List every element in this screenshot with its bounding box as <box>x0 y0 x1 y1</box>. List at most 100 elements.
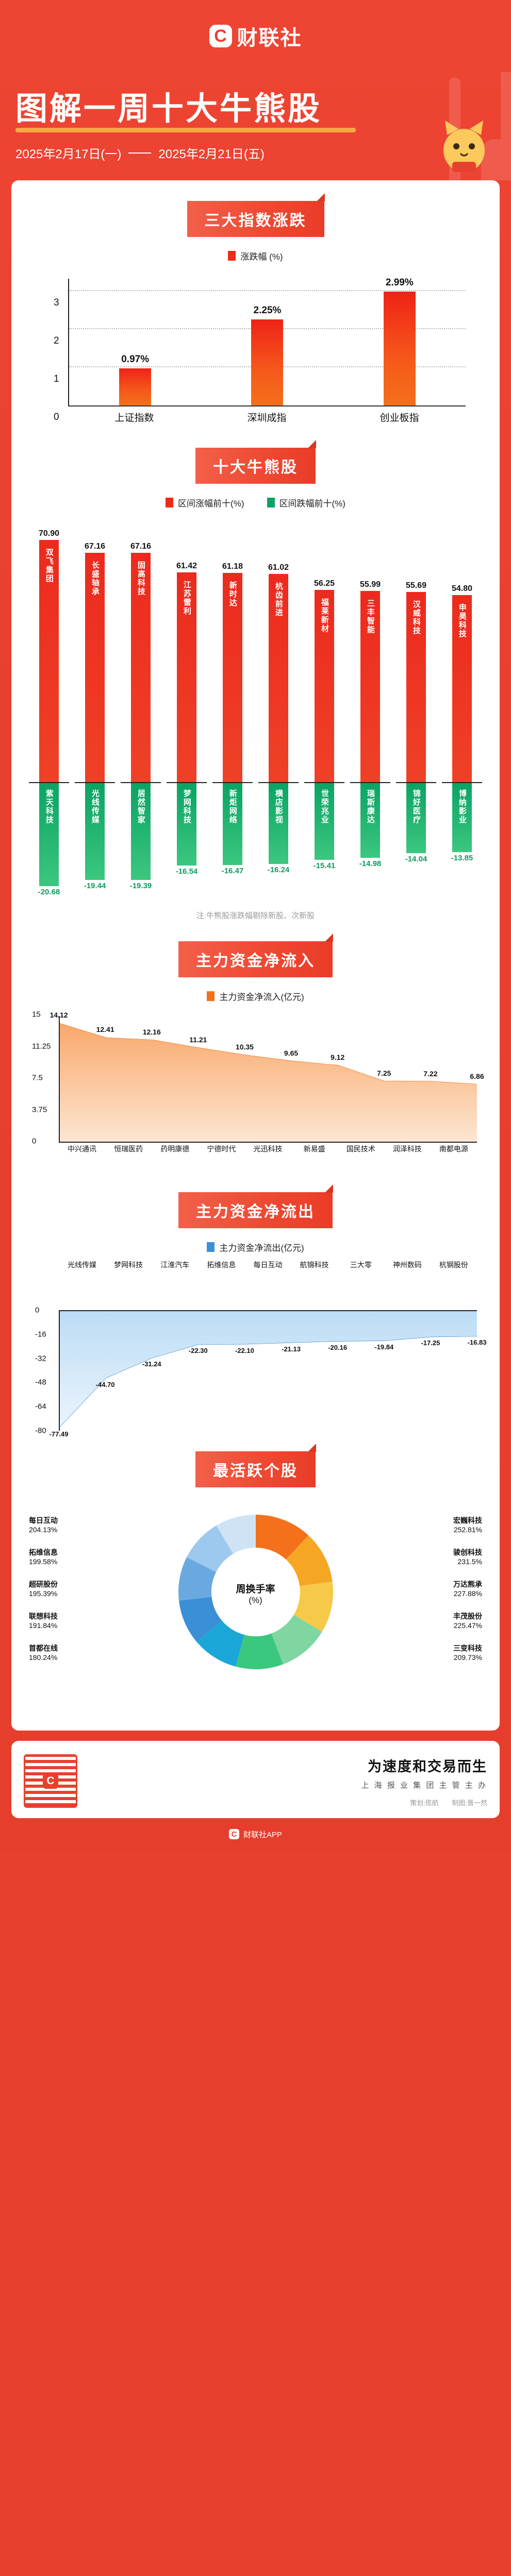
x-tick-label: 每日互动 <box>253 1261 283 1269</box>
data-point-label: 11.21 <box>189 1036 207 1044</box>
loser-bar: 博纳影业 <box>452 783 472 852</box>
zero-axis <box>304 782 344 783</box>
donut-label: 骏创科技 231.5% <box>453 1548 482 1566</box>
donut-slice[interactable] <box>255 1515 308 1560</box>
bottom-bar: C 财联社APP <box>0 1818 511 1850</box>
donut-slice[interactable] <box>286 1535 333 1586</box>
loser-zone: 居然智家 -19.39 <box>121 783 161 906</box>
qr-code-icon[interactable] <box>24 1754 77 1808</box>
donut-slice[interactable] <box>293 1581 333 1632</box>
gainer-stock-name: 汉威科技 <box>411 600 421 635</box>
area-fill <box>60 1311 477 1427</box>
donut-slice[interactable] <box>216 1515 256 1554</box>
bullbear-column: 55.99 三丰智能 瑞斯康达 -14.98 <box>350 514 390 906</box>
donut-center-unit: (%) <box>249 1595 262 1605</box>
loser-value: -16.54 <box>175 867 198 876</box>
data-point-label: -22.10 <box>235 1346 254 1354</box>
gainer-bar: 杭齿前进 <box>269 573 288 782</box>
gainer-zone: 54.80 申昊科技 <box>442 514 482 782</box>
footer-slogan: 为速度和交易而生 <box>368 1758 487 1774</box>
area-line <box>60 1023 477 1084</box>
section-header-indices: 三大指数涨跌 <box>11 193 500 237</box>
loser-stock-name: 锦好医疗 <box>411 789 421 824</box>
gainer-bar: 福莱新材 <box>315 590 334 782</box>
legend-inflow: 主力资金净流入(亿元) <box>11 990 500 1003</box>
gainer-zone: 67.16 固高科技 <box>121 514 161 782</box>
chart-bullbear-columns: 70.90 双飞集团 紫天科技 -20.68 67.16 长盛轴承 光线传媒 -19.44 67… <box>25 514 486 906</box>
loser-zone: 博纳影业 -13.85 <box>442 783 482 906</box>
x-tick-label: 杭钢股份 <box>439 1261 468 1269</box>
donut-slice[interactable] <box>178 1557 216 1601</box>
x-tick-label: 药明康德 <box>160 1145 190 1153</box>
bullbear-column: 56.25 福莱新材 世荣兆业 -15.41 <box>304 514 344 906</box>
bullbear-column: 67.16 长盛轴承 光线传媒 -19.44 <box>75 514 115 906</box>
date-start: 2025年2月17日(一) <box>15 147 122 161</box>
gainer-value: 61.02 <box>268 563 289 572</box>
data-point-label: 12.16 <box>142 1027 161 1036</box>
bar-item: 2.99% <box>377 277 422 405</box>
data-point-label: 7.25 <box>377 1069 391 1078</box>
gainer-stock-name: 江苏雷利 <box>182 580 191 616</box>
x-tick-label: 中兴通讯 <box>68 1145 97 1153</box>
donut-slice[interactable] <box>271 1615 322 1665</box>
donut-label-value: 180.24% <box>29 1653 58 1662</box>
legend-label: 涨跌幅 (%) <box>240 252 283 262</box>
loser-zone: 新炬网络 -16.47 <box>212 783 253 906</box>
legend-bullbear: 区间涨幅前十(%) 区间跌幅前十(%) <box>11 496 500 509</box>
x-tick-label: 光迅科技 <box>253 1145 283 1153</box>
page-title: 图解一周十大牛熊股 <box>15 91 322 127</box>
loser-value: -14.98 <box>359 859 382 868</box>
hero-title-wrap: 图解一周十大牛熊股 2025年2月17日(一) 2025年2月21日(五) <box>15 82 496 162</box>
loser-value: -19.44 <box>84 882 106 890</box>
loser-zone: 紫天科技 -20.68 <box>29 783 69 906</box>
gainer-zone: 70.90 双飞集团 <box>29 514 69 782</box>
bottom-logo-icon: C <box>228 1829 239 1839</box>
loser-stock-name: 横店影视 <box>274 789 283 824</box>
data-point-label: 6.86 <box>470 1072 484 1081</box>
loser-bar: 紫天科技 <box>39 783 59 886</box>
zero-axis <box>75 782 115 783</box>
gainer-stock-name: 固高科技 <box>136 561 145 596</box>
zero-axis <box>29 782 69 783</box>
hero-banner: 图解一周十大牛熊股 2025年2月17日(一) 2025年2月21日(五) <box>0 72 511 180</box>
date-range: 2025年2月17日(一) 2025年2月21日(五) <box>15 144 496 162</box>
donut-label-value: 209.73% <box>453 1653 482 1662</box>
gainer-bar: 三丰智能 <box>360 590 380 782</box>
data-point-label: -20.16 <box>328 1343 348 1351</box>
footer-card: 为速度和交易而生 上 海 报 业 集 团 主 管 主 办 策划:揽航 制图:晋一… <box>11 1741 500 1818</box>
bar-item: 2.25% <box>244 279 290 405</box>
donut-slice[interactable] <box>196 1620 244 1667</box>
section-title-active: 最活跃个股 <box>195 1444 316 1487</box>
donut-slice[interactable] <box>178 1597 222 1642</box>
donut-label-name: 每日互动 <box>29 1516 58 1524</box>
donut-chart <box>178 1515 333 1669</box>
gainer-zone: 67.16 长盛轴承 <box>75 514 115 782</box>
x-tick-label: 拓维信息 <box>207 1261 236 1269</box>
chart-active-donut: 周换手率 (%) 宏巍科技 252.81% 骏创科技 231.5% 万达熊承 227.88… <box>22 1496 489 1717</box>
gainer-bar: 新时达 <box>223 573 242 782</box>
legend-label: 主力资金净流出(亿元) <box>219 1243 304 1253</box>
loser-zone: 横店影视 -16.24 <box>258 783 299 906</box>
donut-slice[interactable] <box>235 1633 283 1669</box>
chart-outflow-plot <box>59 1310 477 1431</box>
section-title-indices: 三大指数涨跌 <box>187 193 325 237</box>
gainer-value: 56.25 <box>314 579 335 588</box>
donut-slice[interactable] <box>186 1525 233 1572</box>
inflow-area <box>60 1016 477 1142</box>
x-tick-label: 国民技术 <box>346 1145 375 1153</box>
data-point-label: 9.12 <box>331 1053 345 1062</box>
y-tick-label: 2 <box>54 335 59 346</box>
loser-stock-name: 瑞斯康达 <box>366 789 375 824</box>
loser-stock-name: 博纳影业 <box>457 789 467 824</box>
loser-bar: 瑞斯康达 <box>360 783 380 858</box>
chart-indices-xaxis: 上证指数 深圳成指 创业板指 <box>68 410 466 424</box>
section-header-bullbear: 十大牛熊股 <box>11 440 500 484</box>
bar-value-label: 2.25% <box>253 305 282 316</box>
legend-swatch-icon <box>207 1242 215 1252</box>
loser-zone: 锦好医疗 -14.04 <box>396 783 436 906</box>
loser-zone: 瑞斯康达 -14.98 <box>350 783 390 906</box>
donut-label-name: 首都在线 <box>29 1644 58 1652</box>
data-point-label: -22.30 <box>188 1347 208 1355</box>
loser-value: -14.04 <box>405 854 427 863</box>
donut-label: 首都在线 180.24% <box>29 1644 58 1662</box>
